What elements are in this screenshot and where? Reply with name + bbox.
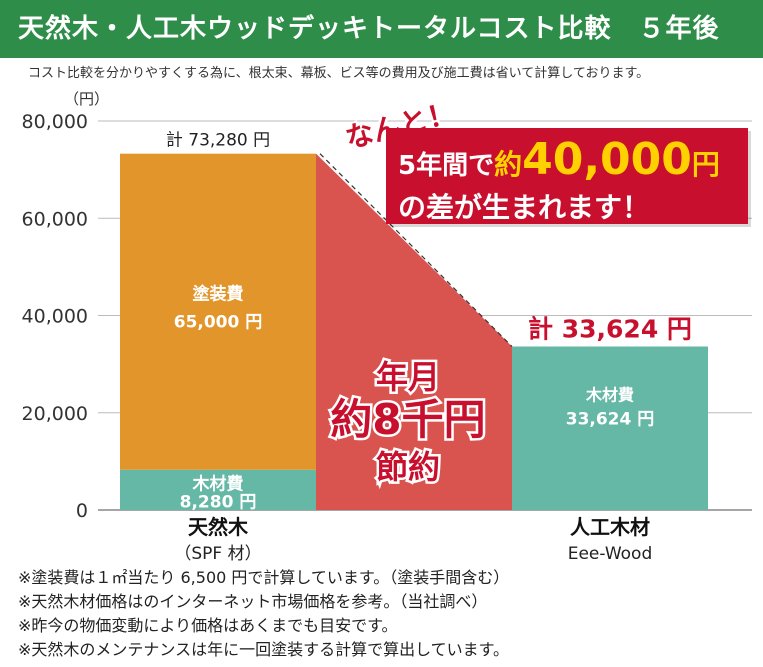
series-label-wood: 木材費 bbox=[585, 385, 634, 404]
footnote: ※天然木のメンテナンスは年に一回塗装する計算で算出しています。 bbox=[18, 640, 510, 659]
x-category-label: 人工木材 bbox=[570, 515, 650, 539]
callout-line2: の差が生まれます！ bbox=[398, 191, 651, 224]
bar-wood-natural bbox=[120, 469, 316, 510]
subnote: コスト比較を分かりやすくする為に、根太束、幕板、ビス等の費用及び施工費は省いて計… bbox=[28, 66, 650, 81]
footnote: ※天然木材価格はのインターネット市場価格を参考。（当社調べ） bbox=[18, 592, 488, 611]
callout-yen: 円 bbox=[691, 148, 720, 181]
y-tick-label: 80,000 bbox=[22, 111, 88, 133]
bar-wood-artificial bbox=[512, 346, 708, 510]
footnotes: ※塗装費は１㎡当たり 6,500 円で計算しています。（塗装手間含む） ※天然木… bbox=[18, 566, 509, 662]
callout-line1-a: 5年間で bbox=[398, 151, 495, 181]
callout-line1: 5年間で約40,000円 bbox=[398, 134, 720, 185]
data-label-paint: 65,000 円 bbox=[174, 313, 263, 333]
footnote: ※昨今の物価変動により価格はあくまでも目安です。 bbox=[18, 616, 398, 635]
callout-amount: 40,000 bbox=[522, 134, 692, 185]
y-axis-unit: （円） bbox=[64, 90, 110, 108]
data-label-wood: 8,280 円 bbox=[180, 493, 257, 513]
savings-line3: 節約 bbox=[376, 448, 440, 486]
x-category-sublabel: Eee-Wood bbox=[568, 544, 653, 564]
savings-callout: 5年間で約40,000円 の差が生まれます！ bbox=[386, 128, 748, 224]
savings-dashed-line bbox=[319, 153, 513, 347]
data-label-wood: 33,624 円 bbox=[566, 409, 655, 429]
total-label-natural: 計 73,280 円 bbox=[166, 131, 270, 151]
savings-line1: 年月 bbox=[376, 358, 440, 396]
x-category-sublabel: （SPF 材） bbox=[174, 544, 261, 564]
callout-line1-b: 約 bbox=[494, 148, 523, 181]
y-tick-label: 20,000 bbox=[22, 403, 88, 425]
y-tick-label: 0 bbox=[76, 500, 88, 522]
page-title: 天然木・人工木ウッドデッキトータルコスト比較 ５年後 bbox=[0, 0, 763, 58]
bar-paint-natural bbox=[120, 153, 316, 470]
y-tick-label: 40,000 bbox=[22, 306, 88, 328]
series-label-wood: 木材費 bbox=[192, 474, 244, 495]
x-category-label: 天然木 bbox=[188, 515, 249, 539]
y-tick-label: 60,000 bbox=[22, 208, 88, 230]
savings-area bbox=[316, 153, 512, 510]
footnote: ※塗装費は１㎡当たり 6,500 円で計算しています。（塗装手間含む） bbox=[18, 568, 510, 587]
series-label-paint: 塗装費 bbox=[193, 284, 244, 305]
total-label-artificial: 計 33,624 円 bbox=[528, 315, 692, 344]
savings-line2: 約8千円 bbox=[330, 395, 485, 444]
